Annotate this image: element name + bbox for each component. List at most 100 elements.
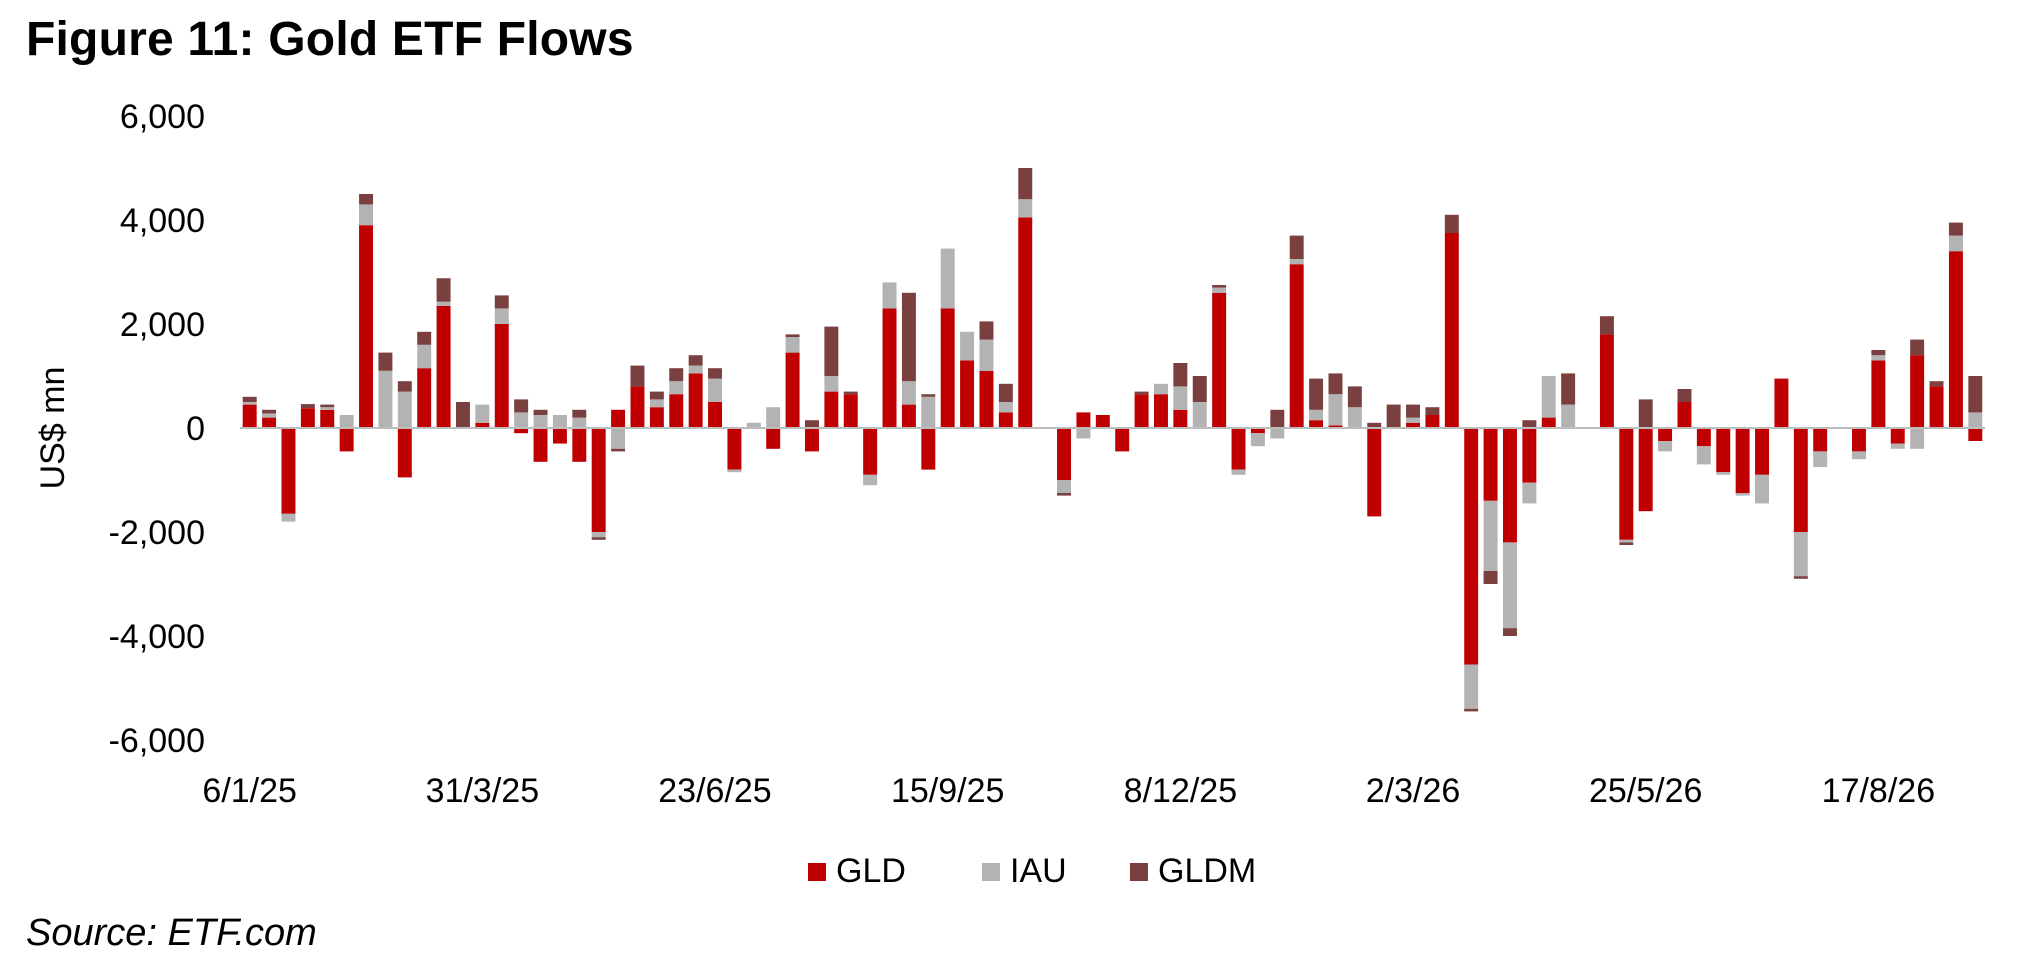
bar-iau	[1735, 493, 1750, 496]
bar-gld	[998, 412, 1013, 428]
bar-gldm	[843, 391, 858, 395]
bar-gld	[1658, 428, 1673, 441]
bar-gldm	[1309, 378, 1324, 410]
bar-gld	[1464, 428, 1479, 665]
bar-gld	[572, 428, 587, 462]
bar-gld	[1696, 428, 1711, 447]
bar-iau	[591, 532, 606, 538]
bar-gldm	[1406, 404, 1421, 418]
bar-gld	[1095, 415, 1110, 428]
bar-gld	[921, 428, 936, 470]
bar-gld	[1541, 417, 1556, 428]
bar-gld	[494, 324, 509, 428]
source-note: Source: ETF.com	[26, 912, 317, 954]
bar-gldm	[1367, 422, 1382, 428]
x-tick-label: 17/8/26	[1822, 772, 1935, 810]
bar-gld	[1115, 428, 1130, 452]
bar-gld	[766, 428, 781, 449]
bar-iau	[1309, 409, 1324, 421]
bar-gldm	[1929, 381, 1944, 387]
bar-gldm	[262, 409, 277, 414]
bar-gldm	[1173, 363, 1188, 387]
bar-iau	[359, 204, 374, 226]
bar-iau	[1813, 451, 1828, 467]
bar-gld	[1522, 428, 1537, 483]
bar-iau	[1270, 428, 1285, 439]
bar-gldm	[1522, 420, 1537, 428]
y-tick-label: -4,000	[109, 618, 205, 656]
bar-gldm	[921, 394, 936, 397]
bar-iau	[979, 339, 994, 371]
x-tick-label: 15/9/25	[891, 772, 1004, 810]
bar-iau	[262, 413, 277, 418]
bar-gld	[359, 225, 374, 428]
bar-gld	[1289, 264, 1304, 428]
bar-gld	[727, 428, 742, 470]
bar-gld	[1716, 428, 1731, 473]
bar-iau	[1406, 417, 1421, 423]
bar-gldm	[1619, 542, 1634, 545]
bar-iau	[1890, 443, 1905, 449]
bar-gldm	[1270, 409, 1285, 428]
bar-gld	[1076, 412, 1091, 428]
bar-gldm	[300, 404, 315, 409]
bar-gldm	[785, 334, 800, 337]
bar-gld	[242, 404, 257, 428]
bar-iau	[611, 428, 626, 449]
bar-iau	[688, 365, 703, 374]
y-tick-label: 2,000	[120, 306, 205, 344]
bar-gld	[320, 409, 335, 428]
bar-gldm	[1561, 373, 1576, 405]
bar-iau	[1464, 664, 1479, 709]
bar-iau	[1347, 407, 1362, 428]
bar-iau	[1793, 532, 1808, 577]
bar-iau	[436, 301, 451, 306]
bar-iau	[746, 422, 761, 428]
x-tick-label: 25/5/26	[1589, 772, 1702, 810]
bar-gld	[611, 409, 626, 428]
bar-gld	[649, 407, 664, 428]
bar-iau	[1716, 472, 1731, 475]
bar-gld	[1173, 409, 1188, 428]
bar-gldm	[630, 365, 645, 387]
bar-gld	[1250, 428, 1265, 434]
bar-gld	[824, 391, 839, 428]
bar-gldm	[1968, 376, 1983, 413]
bar-gld	[804, 428, 819, 452]
bar-gld	[397, 428, 412, 478]
bar-gld	[708, 402, 723, 428]
bar-iau	[960, 331, 975, 361]
bar-iau	[1289, 259, 1304, 265]
legend-label-iau: IAU	[1010, 852, 1067, 890]
bar-gld	[1425, 415, 1440, 428]
bar-gldm	[378, 352, 393, 371]
bar-iau	[1871, 355, 1886, 361]
bar-gld	[475, 422, 490, 428]
bar-gld	[1153, 394, 1168, 428]
bar-gld	[901, 404, 916, 428]
legend-swatch-iau	[982, 863, 1000, 881]
bar-gldm	[1018, 168, 1033, 200]
bar-iau	[475, 404, 490, 423]
bar-gld	[1367, 428, 1382, 517]
bar-gldm	[514, 399, 529, 413]
bar-gld	[514, 428, 529, 434]
bar-iau	[1948, 235, 1963, 252]
bar-iau	[552, 415, 567, 428]
bar-gld	[1619, 428, 1634, 540]
bar-plot-area	[242, 168, 1983, 712]
bar-gldm	[436, 278, 451, 302]
bar-gld	[1309, 420, 1324, 428]
x-axis-ticks: 6/1/25 31/3/25 23/6/25 15/9/25 8/12/25 2/3/26…	[202, 772, 1935, 810]
bar-gld	[979, 370, 994, 428]
bar-iau	[514, 412, 529, 428]
bar-iau	[494, 308, 509, 324]
bar-iau	[824, 376, 839, 392]
bar-gld	[1057, 428, 1072, 480]
bar-gld	[960, 360, 975, 428]
bar-gldm	[1386, 404, 1401, 428]
bar-gldm	[320, 404, 335, 408]
bar-iau	[1910, 428, 1925, 449]
bar-iau	[339, 415, 354, 428]
y-tick-label: 6,000	[120, 98, 205, 136]
